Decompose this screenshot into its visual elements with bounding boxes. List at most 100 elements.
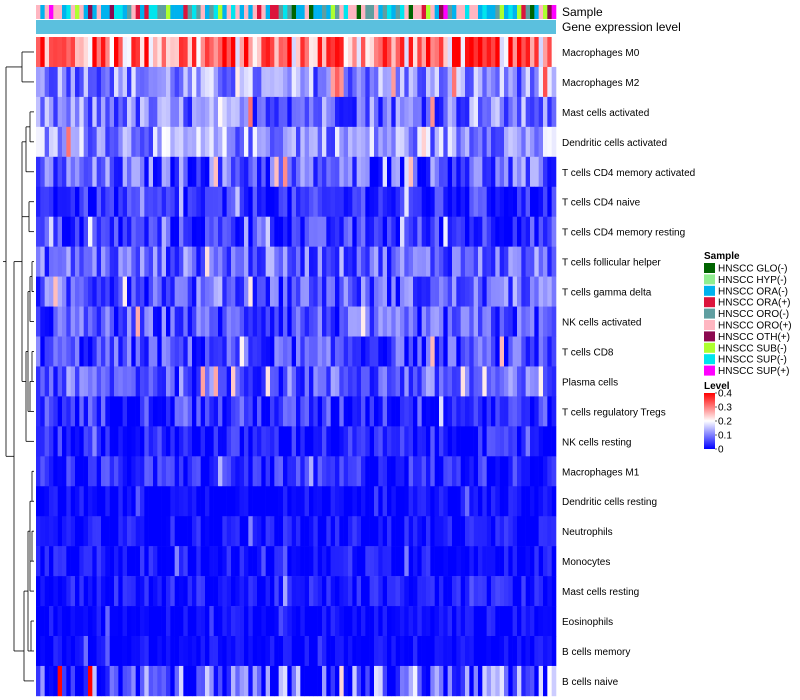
heatmap-cell xyxy=(166,186,171,217)
heatmap-cell xyxy=(478,456,483,487)
heatmap-cell xyxy=(491,665,496,697)
heatmap-cell xyxy=(417,37,422,68)
heatmap-cell xyxy=(252,456,258,487)
heatmap-cell xyxy=(300,336,305,367)
heatmap-cell xyxy=(447,336,453,367)
heatmap-cell xyxy=(452,306,457,337)
heatmap-cell xyxy=(400,216,405,247)
heatmap-cell xyxy=(144,546,149,577)
heatmap-cell xyxy=(512,156,518,188)
heatmap-cell xyxy=(317,665,323,697)
heatmap-cell xyxy=(408,576,414,607)
heatmap-cell xyxy=(365,306,370,337)
heatmap-cell xyxy=(525,216,531,247)
heatmap-cell xyxy=(313,516,318,547)
heatmap-cell xyxy=(79,576,84,607)
heatmap-cell xyxy=(53,66,58,98)
heatmap-cell xyxy=(183,486,188,517)
heatmap-cell xyxy=(482,276,487,307)
heatmap-cell xyxy=(313,66,318,98)
heatmap-cell xyxy=(239,126,245,158)
heatmap-cell xyxy=(53,516,58,547)
heatmap-cell xyxy=(452,37,457,68)
heatmap-cell xyxy=(265,426,271,457)
heatmap-cell xyxy=(135,516,141,547)
heatmap-cell xyxy=(456,636,461,667)
heatmap-cell xyxy=(404,96,409,128)
heatmap-cell xyxy=(486,306,492,337)
heatmap-cell xyxy=(144,186,149,217)
heatmap-cell xyxy=(131,156,136,188)
heatmap-cell xyxy=(521,66,526,98)
heatmap-cell xyxy=(261,396,266,427)
heatmap-cell xyxy=(374,516,379,547)
heatmap-cell xyxy=(144,96,149,128)
heatmap-cell xyxy=(53,156,58,188)
heatmap-cell xyxy=(187,366,193,397)
heatmap-cell xyxy=(525,366,531,397)
heatmap-cell xyxy=(222,126,227,158)
heatmap-cell xyxy=(491,456,496,487)
heatmap-cell xyxy=(521,456,526,487)
heatmap-cell xyxy=(413,546,418,577)
heatmap-cell xyxy=(313,636,318,667)
heatmap-cell xyxy=(309,636,314,667)
heatmap-cell xyxy=(339,606,344,637)
heatmap-cell xyxy=(356,606,362,637)
heatmap-cell xyxy=(365,66,370,98)
heatmap-cell xyxy=(179,336,184,367)
heatmap-cell xyxy=(538,216,544,247)
heatmap-cell xyxy=(421,126,427,158)
heatmap-cell xyxy=(79,276,84,307)
heatmap-cell xyxy=(460,336,466,367)
heatmap-cell xyxy=(326,66,331,98)
heatmap-cell xyxy=(40,486,45,517)
heatmap-cell xyxy=(530,66,535,98)
heatmap-cell xyxy=(504,66,509,98)
sample-annotation-cell xyxy=(478,5,483,19)
heatmap-cell xyxy=(88,216,93,247)
heatmap-cell xyxy=(179,96,184,128)
heatmap-cell xyxy=(322,336,327,367)
heatmap-cell xyxy=(244,336,249,367)
heatmap-cell xyxy=(291,156,297,188)
heatmap-cell xyxy=(538,37,544,68)
heatmap-cell xyxy=(109,276,115,307)
heatmap-cell xyxy=(335,366,340,397)
heatmap-cell xyxy=(75,576,80,607)
heatmap-cell xyxy=(551,37,557,68)
heatmap-cell xyxy=(447,156,453,188)
heatmap-cell xyxy=(296,126,301,158)
heatmap-cell xyxy=(356,396,362,427)
heatmap-cell xyxy=(512,336,518,367)
heatmap-cell xyxy=(495,426,500,457)
heatmap-cell xyxy=(486,576,492,607)
heatmap-cell xyxy=(49,396,54,427)
heatmap-cell xyxy=(417,216,422,247)
heatmap-cell xyxy=(218,276,223,307)
heatmap-cell xyxy=(213,306,219,337)
heatmap-cell xyxy=(83,156,89,188)
heatmap-cell xyxy=(469,126,474,158)
heatmap-cell xyxy=(443,126,448,158)
heatmap-cell xyxy=(543,276,548,307)
heatmap-cell xyxy=(274,66,279,98)
heatmap-cell xyxy=(443,576,448,607)
heatmap-cell xyxy=(543,396,548,427)
heatmap-cell xyxy=(196,636,201,667)
heatmap-cell xyxy=(239,606,245,637)
heatmap-cell xyxy=(469,66,474,98)
heatmap-cell xyxy=(187,96,193,128)
heatmap-cell xyxy=(499,306,505,337)
heatmap-cell xyxy=(339,186,344,217)
heatmap-cell xyxy=(291,336,297,367)
heatmap-cell xyxy=(313,306,318,337)
heatmap-cell xyxy=(387,276,392,307)
heatmap-cell xyxy=(378,396,383,427)
heatmap-cell xyxy=(144,456,149,487)
heatmap-cell xyxy=(183,126,188,158)
heatmap-cell xyxy=(131,306,136,337)
heatmap-cell xyxy=(469,486,474,517)
heatmap-cell xyxy=(404,276,409,307)
heatmap-cell xyxy=(447,636,453,667)
